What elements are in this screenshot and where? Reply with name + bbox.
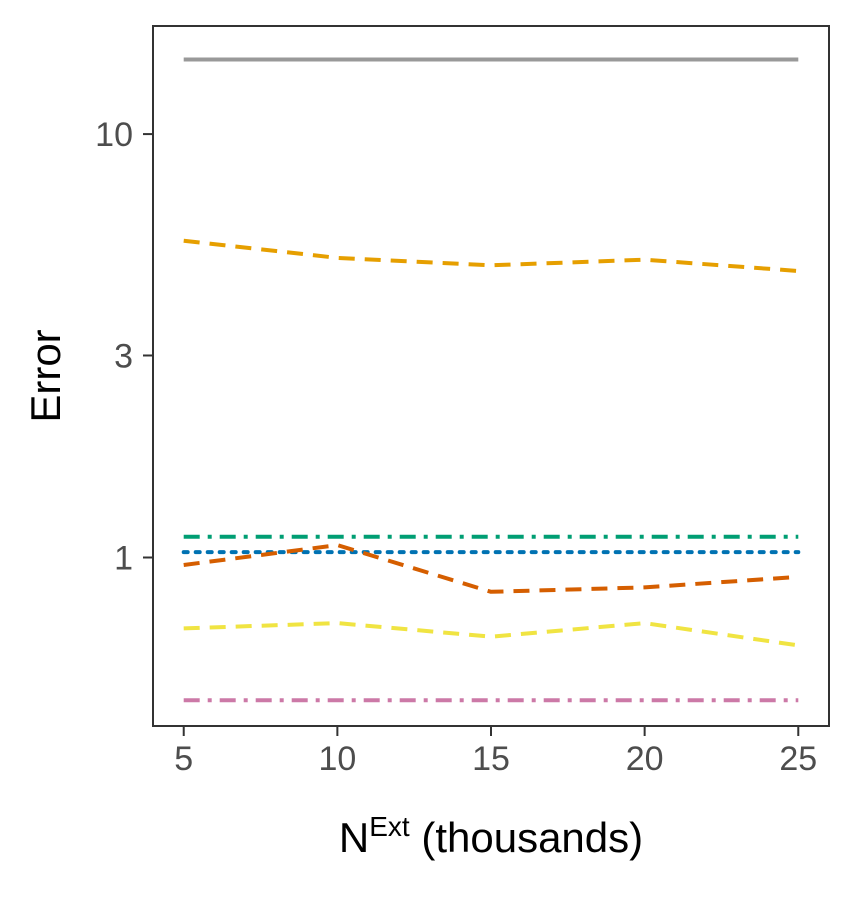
y-axis: 1 3 10	[95, 116, 153, 578]
y-tick-label: 1	[114, 540, 133, 578]
x-axis-title-superscript: Ext	[369, 811, 410, 842]
series-line-5	[183, 543, 799, 594]
x-tick-label: 10	[318, 740, 356, 778]
x-tick-label: 15	[472, 740, 510, 778]
y-tick-label: 3	[114, 337, 133, 375]
series-5	[183, 543, 799, 594]
series-layer	[181, 57, 801, 703]
x-tick-label: 20	[626, 740, 664, 778]
x-axis-title-base: N	[339, 814, 369, 861]
x-tick-label: 5	[174, 740, 193, 778]
x-axis: 5 10 15 20 25	[174, 726, 817, 778]
x-axis-title-suffix: (thousands)	[410, 814, 643, 861]
x-axis-title: NExt (thousands)	[339, 811, 643, 861]
y-axis-title: Error	[22, 329, 69, 422]
y-tick-label: 10	[95, 116, 133, 154]
x-tick-label: 25	[779, 740, 817, 778]
